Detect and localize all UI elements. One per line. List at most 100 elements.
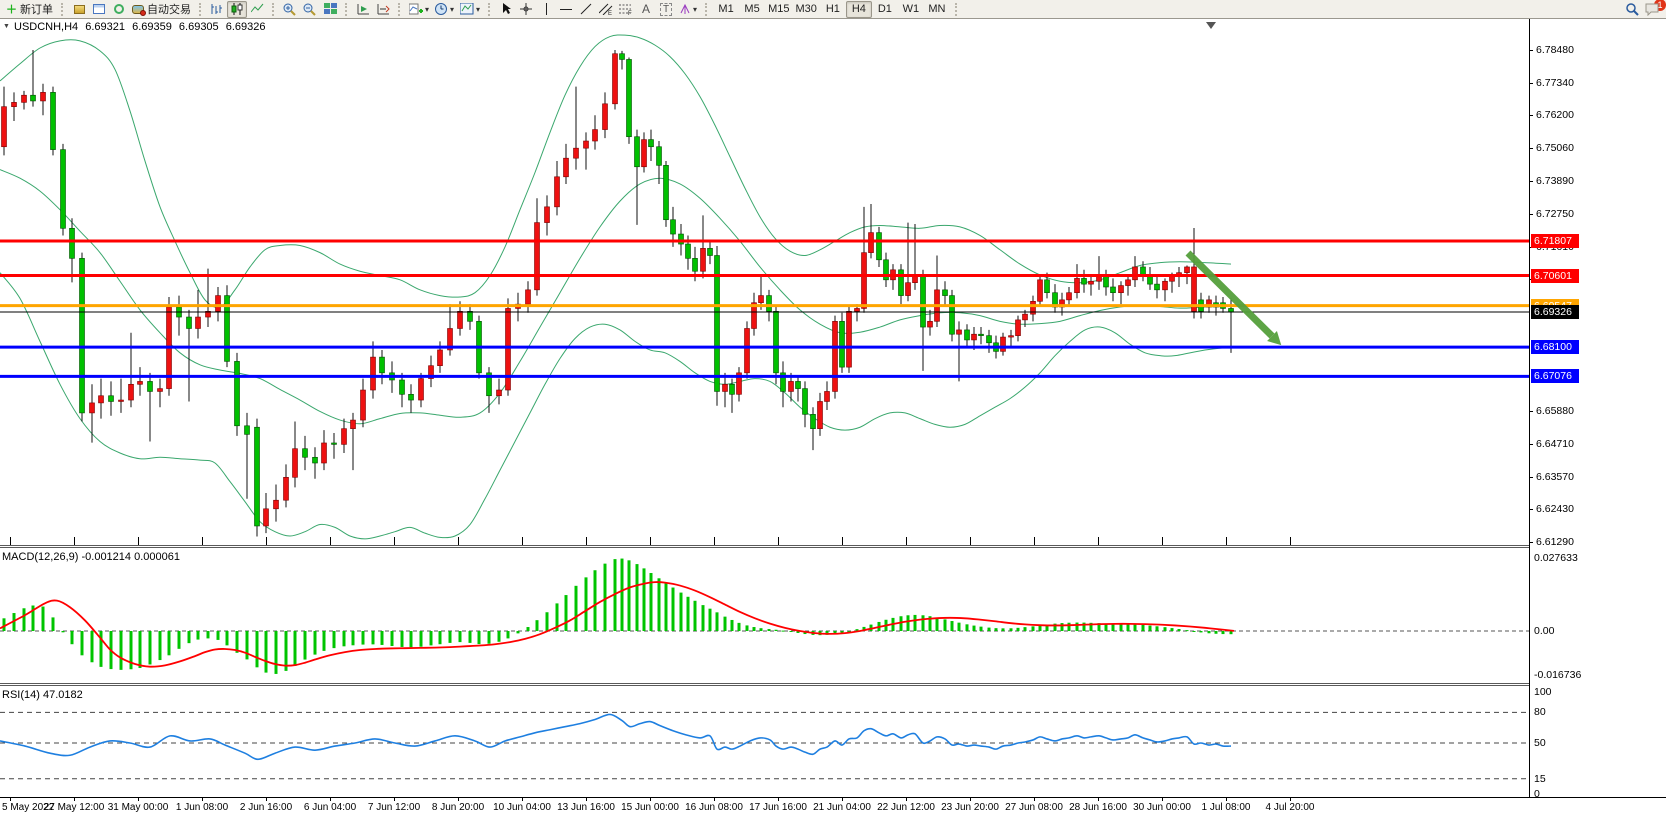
toolbar-grip	[488, 2, 491, 16]
zoom-in-button[interactable]	[280, 1, 300, 18]
timeframe-d1-button[interactable]: D1	[877, 3, 892, 15]
macd-histogram-bar	[419, 631, 423, 647]
autotrading-button[interactable]: 自动交易	[129, 1, 194, 18]
chart-surface[interactable]	[0, 0, 1529, 798]
tile-windows-button[interactable]	[320, 1, 340, 18]
price-tick	[1529, 509, 1533, 511]
macd-histogram-bar	[468, 631, 472, 643]
chart-shift-button[interactable]	[373, 1, 393, 18]
macd-histogram-bar	[1067, 622, 1071, 631]
candlestick	[1228, 308, 1234, 313]
timeframe-m30-button[interactable]: M30	[795, 3, 817, 15]
community-chat-button[interactable]: 1	[1642, 0, 1666, 18]
panel-separator[interactable]	[0, 683, 1529, 684]
macd-histogram-bar	[293, 631, 297, 666]
macd-histogram-bar	[148, 631, 152, 665]
candlestick	[619, 53, 625, 60]
date-tick	[586, 797, 587, 801]
price-badge-6.71807[interactable]: 6.71807	[1531, 233, 1579, 248]
search-button[interactable]	[1622, 1, 1642, 18]
price-tick	[1529, 542, 1533, 543]
navigator-button[interactable]	[109, 1, 129, 18]
fibonacci-button[interactable]: F	[616, 1, 636, 18]
bar-chart-button[interactable]	[207, 1, 227, 18]
timeframe-w1-button[interactable]: W1	[902, 3, 920, 15]
candlestick	[98, 395, 104, 404]
equidistant-channel-button[interactable]: E	[596, 1, 616, 18]
timeframe-h4-button[interactable]: H4	[845, 0, 872, 18]
auto-scroll-button[interactable]	[353, 1, 373, 18]
macd-histogram-bar	[1016, 627, 1020, 631]
macd-histogram-bar	[1185, 630, 1189, 632]
zoom-out-button[interactable]	[300, 1, 320, 18]
market-watch-icon	[73, 4, 85, 14]
macd-histogram-bar	[371, 631, 375, 645]
candlestick	[810, 414, 816, 429]
macd-histogram-bar	[1104, 623, 1108, 631]
macd-histogram-bar	[1221, 631, 1225, 635]
price-badge-6.68100[interactable]: 6.68100	[1531, 340, 1579, 355]
timeframe-m5-button[interactable]: M5	[744, 3, 760, 15]
macd-histogram-bar	[41, 606, 45, 631]
market-watch-button[interactable]	[69, 1, 89, 18]
date-label: 28 Jun 16:00	[1069, 802, 1127, 813]
templates-button[interactable]: ▾	[457, 1, 483, 18]
macd-histogram-bar	[225, 631, 229, 646]
period-separator-tick	[970, 537, 971, 545]
panel-separator[interactable]	[0, 545, 1529, 546]
indicators-button[interactable]: ▾	[406, 1, 432, 18]
macd-histogram-bar	[767, 629, 771, 631]
cursor-button[interactable]	[496, 1, 516, 18]
date-label: 15 Jun 00:00	[621, 802, 679, 813]
candlestick	[254, 426, 260, 527]
candlestick	[467, 311, 473, 322]
horizontal-line-button[interactable]	[556, 1, 576, 18]
data-window-button[interactable]	[89, 1, 109, 18]
price-tick-label: 6.72750	[1536, 208, 1574, 220]
candlestick	[108, 395, 114, 402]
panel-separator[interactable]	[0, 685, 1529, 686]
line-chart-icon	[250, 3, 263, 13]
macd-histogram-bar	[693, 600, 697, 631]
toolbar-grip	[272, 2, 275, 16]
macd-histogram-bar	[928, 616, 932, 631]
price-badge-6.69326[interactable]: 6.69326	[1531, 304, 1579, 319]
vertical-line-button[interactable]	[536, 1, 556, 18]
text-label-button[interactable]: T	[656, 1, 676, 18]
tile-windows-icon	[323, 3, 337, 14]
period-separator-tick	[714, 537, 715, 545]
price-badge-6.70601[interactable]: 6.70601	[1531, 268, 1579, 283]
chart-shift-marker-icon[interactable]	[1206, 22, 1216, 29]
macd-histogram-bar	[649, 573, 653, 631]
candlestick	[399, 379, 405, 395]
candlestick	[1088, 280, 1094, 285]
panel-separator[interactable]	[0, 547, 1529, 548]
text-button[interactable]: A	[636, 1, 656, 18]
price-badge-6.67076[interactable]: 6.67076	[1531, 369, 1579, 384]
main-toolbar: ＋ 新订单 自动交易	[0, 0, 1666, 19]
timeframe-mn-button[interactable]: MN	[928, 3, 946, 15]
timeframe-h1-button[interactable]: H1	[825, 3, 840, 15]
crosshair-button[interactable]	[516, 1, 536, 18]
candlestick	[195, 316, 201, 329]
new-order-button[interactable]: ＋ 新订单	[3, 1, 56, 18]
periods-button[interactable]: ▾	[432, 1, 457, 18]
period-separator-tick	[650, 537, 651, 545]
autotrading-icon	[132, 4, 146, 16]
arrows-button[interactable]: ▾	[676, 1, 700, 18]
symbol-list-caret-icon[interactable]: ▼	[3, 23, 10, 30]
price-tick	[1529, 214, 1533, 215]
candlestick	[457, 311, 463, 329]
timeframe-m1-button[interactable]: M1	[718, 3, 734, 15]
period-separator-tick	[1290, 537, 1291, 545]
candlestick	[978, 333, 984, 336]
autotrading-label: 自动交易	[147, 4, 191, 16]
line-chart-button[interactable]	[247, 1, 267, 18]
bar-chart-icon	[211, 4, 222, 14]
timeframe-m15-button[interactable]: M15	[768, 3, 790, 15]
macd-histogram-bar	[789, 631, 793, 632]
trendline-button[interactable]	[576, 1, 596, 18]
date-label: 5 May 2022	[2, 802, 55, 813]
candle-chart-button[interactable]	[227, 0, 247, 18]
candlestick	[1030, 300, 1036, 315]
